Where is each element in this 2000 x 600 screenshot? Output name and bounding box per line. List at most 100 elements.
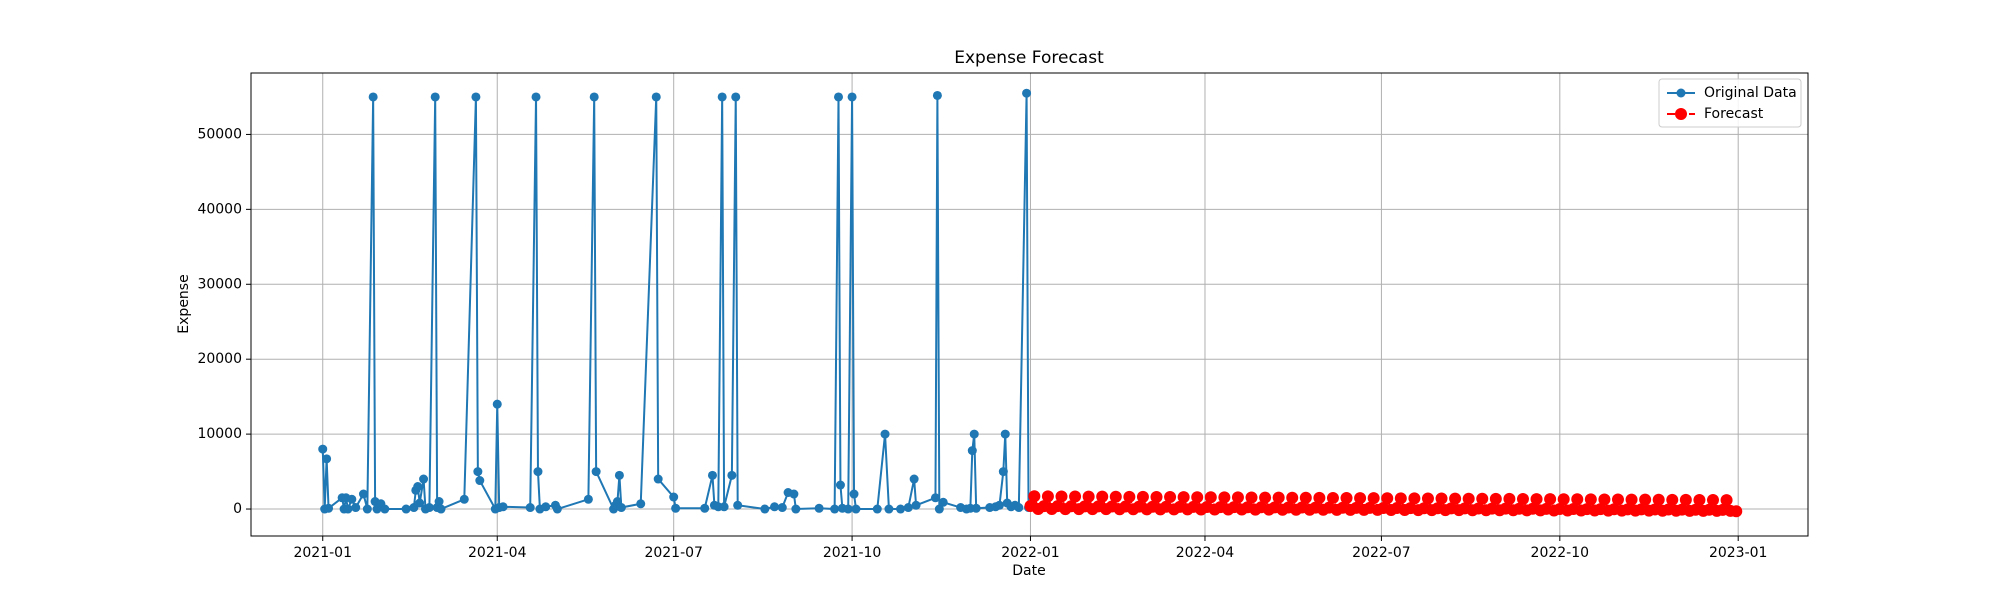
y-tick-label: 40000 (197, 201, 242, 217)
data-point (1462, 492, 1475, 505)
data-point (938, 497, 948, 507)
data-point (1639, 493, 1652, 506)
data-point (1557, 493, 1570, 506)
data-point (1231, 491, 1244, 504)
data-point (324, 503, 334, 513)
data-point (843, 504, 853, 514)
legend-label: Original Data (1704, 85, 1797, 101)
x-tick-label: 2023-01 (1709, 545, 1768, 561)
legend-marker (1676, 88, 1686, 98)
data-point (401, 504, 411, 514)
data-point (347, 494, 357, 504)
data-point (1218, 491, 1231, 504)
data-point (1055, 490, 1068, 503)
data-point (614, 470, 624, 480)
data-point (998, 467, 1008, 477)
data-point (368, 92, 378, 102)
data-point (1286, 491, 1299, 504)
data-point (419, 474, 429, 484)
data-point (1041, 490, 1054, 503)
data-point (733, 500, 743, 510)
data-point (415, 498, 425, 508)
data-point (909, 474, 919, 484)
data-point (1408, 492, 1421, 505)
data-point (717, 92, 727, 102)
data-point (1730, 505, 1743, 518)
data-point (1069, 490, 1082, 503)
data-point (719, 502, 729, 512)
data-point (362, 504, 372, 514)
data-point (1516, 492, 1529, 505)
data-point (1679, 493, 1692, 506)
data-point (1313, 491, 1326, 504)
data-point (351, 503, 361, 513)
data-point (884, 504, 894, 514)
data-point (322, 454, 332, 464)
data-point (1421, 492, 1434, 505)
data-point (1150, 490, 1163, 503)
data-point (1326, 491, 1339, 504)
y-axis-label: Expense (176, 274, 192, 333)
legend-marker (1675, 108, 1687, 120)
data-point (851, 504, 861, 514)
data-point (967, 446, 977, 456)
data-point (1191, 491, 1204, 504)
x-tick-label: 2022-10 (1531, 545, 1590, 561)
data-point (616, 503, 626, 513)
data-point (434, 497, 444, 507)
data-point (413, 482, 423, 492)
data-point (459, 494, 469, 504)
data-point (541, 502, 551, 512)
data-point (552, 504, 562, 514)
data-point (1611, 493, 1624, 506)
chart-title: Expense Forecast (954, 48, 1104, 68)
data-point (498, 502, 508, 512)
x-axis-label: Date (1012, 563, 1045, 579)
data-point (789, 489, 799, 499)
data-point (653, 474, 663, 484)
data-point (1489, 492, 1502, 505)
data-point (1340, 492, 1353, 505)
legend-label: Forecast (1704, 106, 1764, 122)
data-point (1476, 492, 1489, 505)
data-point (589, 92, 599, 102)
data-point (700, 503, 710, 513)
data-point (1123, 490, 1136, 503)
data-point (1245, 491, 1258, 504)
data-point (727, 470, 737, 480)
data-point (777, 503, 787, 513)
data-point (971, 503, 981, 513)
data-point (358, 489, 368, 499)
data-point (1164, 491, 1177, 504)
data-point (1204, 491, 1217, 504)
data-point (1028, 490, 1041, 503)
data-point (1136, 490, 1149, 503)
data-point (994, 500, 1004, 510)
data-point (1571, 493, 1584, 506)
data-point (1720, 494, 1733, 507)
data-point (1449, 492, 1462, 505)
x-tick-label: 2021-07 (644, 545, 703, 561)
data-point (847, 92, 857, 102)
data-point (1598, 493, 1611, 506)
x-tick-label: 2022-01 (1001, 545, 1060, 561)
data-point (1299, 491, 1312, 504)
data-point (671, 503, 681, 513)
data-point (1272, 491, 1285, 504)
data-point (760, 504, 770, 514)
y-tick-label: 50000 (197, 126, 242, 142)
data-point (969, 429, 979, 439)
data-point (380, 504, 390, 514)
data-point (1435, 492, 1448, 505)
y-tick-label: 30000 (197, 276, 242, 292)
data-point (525, 503, 535, 513)
data-point (1354, 492, 1367, 505)
data-point (911, 500, 921, 510)
data-point (1544, 493, 1557, 506)
data-point (1625, 493, 1638, 506)
x-tick-label: 2021-01 (293, 545, 352, 561)
data-point (1706, 494, 1719, 507)
data-point (636, 499, 646, 509)
data-point (1109, 490, 1122, 503)
